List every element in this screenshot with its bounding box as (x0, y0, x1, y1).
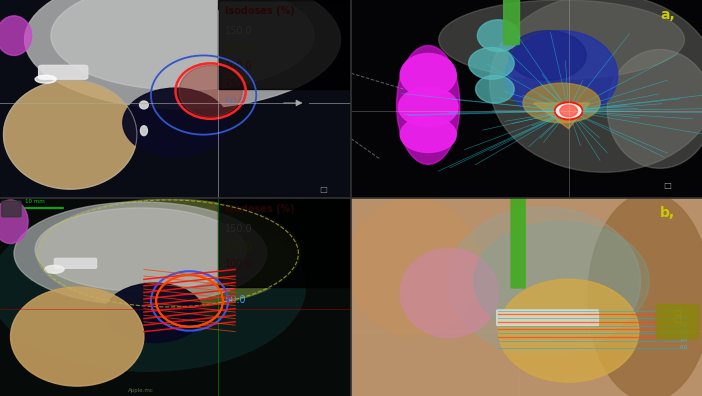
Text: Isodoses (%): Isodoses (%) (225, 6, 294, 16)
Text: a,: a, (660, 8, 675, 22)
Polygon shape (351, 0, 702, 198)
FancyBboxPatch shape (2, 201, 21, 217)
Text: 1.0: 1.0 (680, 337, 688, 343)
FancyBboxPatch shape (511, 197, 525, 288)
Text: b,: b, (660, 206, 675, 220)
Text: 100.0: 100.0 (225, 61, 252, 71)
Text: 125.0: 125.0 (225, 242, 253, 251)
Ellipse shape (0, 16, 32, 55)
Ellipse shape (347, 198, 481, 337)
Ellipse shape (0, 200, 28, 244)
Text: Isodoses (%): Isodoses (%) (225, 204, 294, 214)
Ellipse shape (400, 117, 456, 152)
Ellipse shape (448, 207, 640, 356)
Text: 0.0: 0.0 (680, 345, 688, 350)
Text: 4.0: 4.0 (680, 315, 688, 320)
Ellipse shape (509, 30, 586, 80)
Text: 100.0: 100.0 (225, 259, 252, 269)
Ellipse shape (123, 88, 228, 157)
Text: 150.0: 150.0 (225, 224, 252, 234)
Text: 75.0: 75.0 (225, 277, 246, 287)
Ellipse shape (397, 46, 460, 164)
Ellipse shape (25, 0, 340, 109)
Text: □
□: □ □ (674, 310, 681, 323)
Polygon shape (534, 103, 590, 129)
Text: 150.0: 150.0 (225, 26, 252, 36)
Polygon shape (0, 198, 351, 396)
Text: 125.0: 125.0 (225, 44, 253, 53)
Ellipse shape (476, 75, 514, 103)
Ellipse shape (607, 50, 702, 168)
Ellipse shape (37, 199, 300, 308)
Ellipse shape (14, 202, 267, 305)
Ellipse shape (179, 65, 242, 117)
Ellipse shape (35, 208, 246, 291)
FancyBboxPatch shape (504, 0, 519, 44)
Text: Apple.mc: Apple.mc (128, 388, 153, 393)
Polygon shape (0, 0, 351, 198)
Text: 2.0: 2.0 (680, 330, 688, 335)
Ellipse shape (555, 102, 583, 120)
Ellipse shape (477, 20, 519, 51)
Ellipse shape (105, 283, 204, 343)
Text: 75.0: 75.0 (225, 79, 246, 89)
Polygon shape (351, 198, 702, 396)
Ellipse shape (11, 287, 144, 386)
Text: 3.0: 3.0 (680, 322, 688, 327)
Ellipse shape (469, 48, 514, 79)
Ellipse shape (51, 0, 314, 90)
Ellipse shape (140, 101, 148, 109)
FancyBboxPatch shape (656, 305, 698, 339)
Ellipse shape (0, 203, 305, 371)
Polygon shape (218, 198, 351, 287)
Ellipse shape (557, 104, 581, 118)
Ellipse shape (523, 83, 600, 123)
Ellipse shape (505, 30, 618, 120)
Text: 10 mm: 10 mm (25, 199, 44, 204)
Ellipse shape (490, 0, 702, 172)
FancyBboxPatch shape (55, 258, 97, 268)
Text: 50.0: 50.0 (225, 97, 246, 107)
Ellipse shape (45, 265, 64, 273)
Ellipse shape (474, 222, 649, 341)
FancyBboxPatch shape (39, 65, 88, 79)
Ellipse shape (400, 53, 456, 97)
Ellipse shape (588, 193, 702, 396)
Ellipse shape (35, 75, 56, 83)
Ellipse shape (4, 80, 137, 189)
Polygon shape (218, 0, 351, 89)
Text: □: □ (319, 185, 327, 194)
Ellipse shape (439, 0, 684, 79)
Ellipse shape (399, 87, 458, 127)
Ellipse shape (400, 249, 498, 337)
FancyBboxPatch shape (497, 310, 599, 326)
Text: □: □ (663, 181, 671, 190)
Text: 50.0: 50.0 (225, 295, 246, 305)
Ellipse shape (498, 279, 639, 382)
Ellipse shape (140, 126, 147, 135)
Ellipse shape (560, 105, 577, 117)
